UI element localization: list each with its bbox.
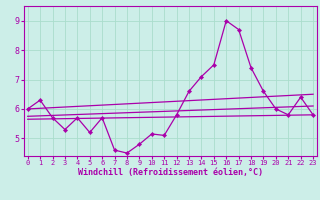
X-axis label: Windchill (Refroidissement éolien,°C): Windchill (Refroidissement éolien,°C) <box>78 168 263 177</box>
